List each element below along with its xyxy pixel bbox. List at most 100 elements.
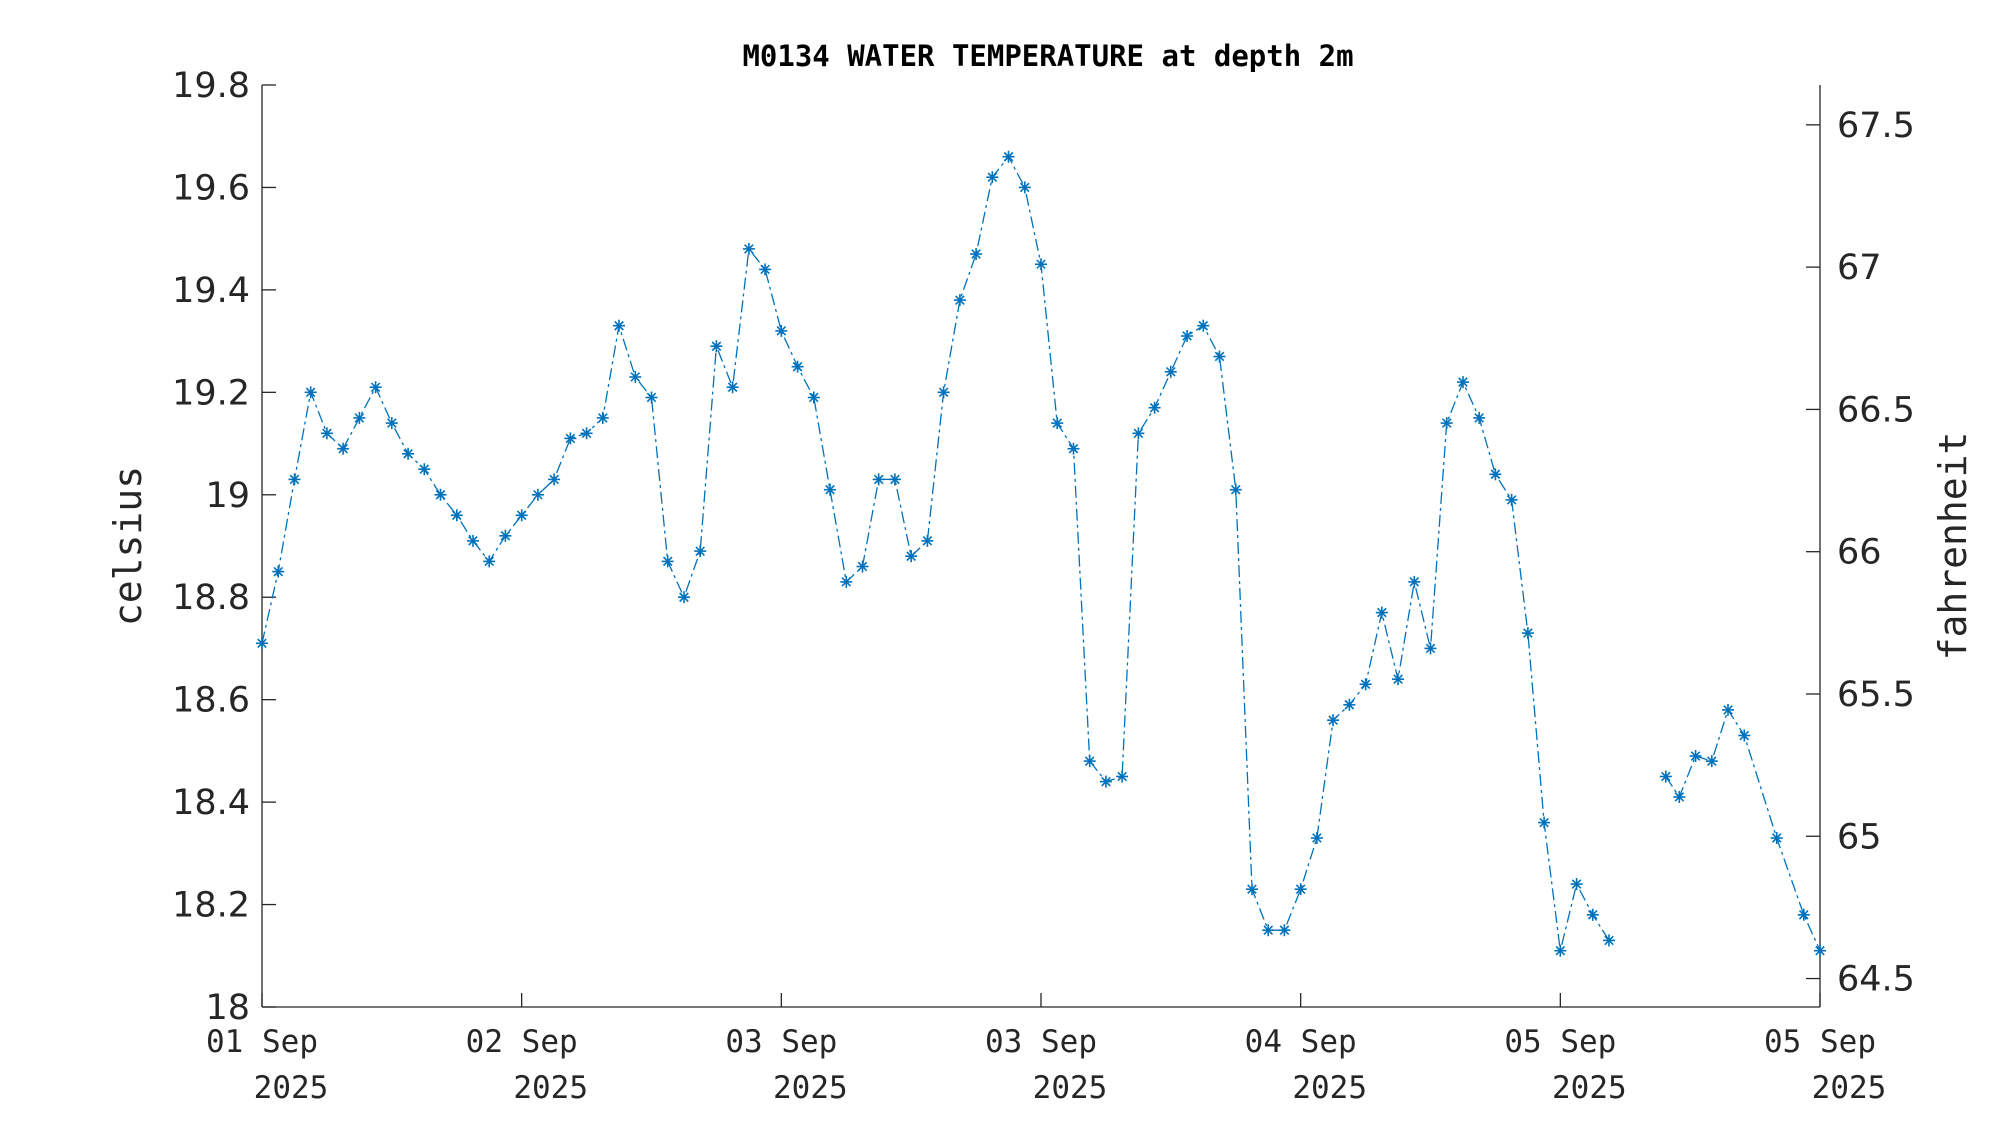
y2-tick-label-4: 66.5 [1837,390,1915,430]
y2-tick-label-1: 65 [1837,817,1882,857]
data-point [1181,330,1194,342]
y-tick-label-8: 19.6 [172,168,250,208]
y-tick-label-7: 19.4 [172,271,250,311]
data-point [1738,729,1751,742]
data-point [1099,775,1112,788]
x-tick-day-3: 03 Sep [985,1024,1097,1060]
data-point [1473,411,1486,424]
data-point [467,534,479,547]
data-point [1722,703,1734,716]
data-point [515,509,528,522]
data-point [775,324,788,337]
data-point [564,432,577,445]
y2-tick-label-3: 66 [1837,533,1882,573]
y2-axis-label: fahrenheit [1931,432,1975,661]
y2-tick-label-6: 67.5 [1837,106,1915,146]
data-point [1035,258,1047,271]
data-point [337,442,350,455]
data-point [483,555,496,568]
data-point [1408,575,1421,588]
data-point [1116,770,1129,783]
data-point [580,427,593,440]
data-point [499,529,512,542]
data-point [1392,673,1404,686]
x-tick-year-2: 2025 [773,1070,848,1106]
y2-tick-label-2: 65.5 [1837,675,1915,715]
data-point [1310,832,1323,844]
data-point [856,560,869,573]
x-tick-day-5: 05 Sep [1504,1024,1616,1060]
y-tick-label-3: 18.6 [172,681,250,721]
data-point [353,411,366,424]
data-point [531,488,544,501]
data-point [1278,924,1291,937]
series-line-segment-1 [1665,708,1821,951]
y-tick-label-4: 18.8 [172,578,250,618]
x-tick-year-1: 2025 [513,1070,588,1106]
x-tick-year-3: 2025 [1033,1070,1108,1106]
data-point [921,534,934,547]
data-point [1603,934,1615,947]
data-point [1229,483,1242,496]
y-tick-label-1: 18.2 [172,886,250,926]
y-tick-label-6: 19.2 [172,373,250,413]
data-point [1554,944,1567,957]
data-point [1051,417,1064,430]
data-point [434,488,447,501]
data-point [629,371,642,383]
data-point [418,463,431,476]
data-point [1570,878,1583,891]
data-point [1246,883,1258,896]
data-point [970,248,983,260]
data-point [1659,770,1672,783]
data-point [1148,401,1161,414]
data-point [1673,791,1686,803]
data-point [1197,319,1210,332]
data-point [1814,944,1826,957]
data-point [256,637,268,650]
data-point [888,473,901,486]
y2-tick-label-5: 67 [1837,248,1882,288]
y2-tick-label-0: 64.5 [1837,960,1915,1000]
x-tick-year-5: 2025 [1552,1070,1627,1106]
data-point [1018,181,1031,194]
data-point [1440,417,1453,430]
axis-ticks: 18 18.2 18.4 18.6 18.8 19 19.2 19.4 19.6 19.8 64.5… [172,66,1915,1106]
data-point [1327,714,1340,727]
data-point [1505,493,1518,506]
data-point [953,294,966,307]
x-tick-year-4: 2025 [1292,1070,1367,1106]
x-tick-day-4: 04 Sep [1245,1024,1357,1060]
x-tick-day-1: 02 Sep [466,1024,578,1060]
y-tick-label-9: 19.8 [172,66,250,106]
data-point [759,263,772,276]
data-point [1002,150,1015,163]
x-tick-day-6: 05 Sep [1764,1024,1876,1060]
y-tick-label-0: 18 [205,988,250,1028]
data-point [1213,350,1226,363]
data-point [678,591,690,604]
y-tick-label-2: 18.4 [172,783,250,823]
x-tick-day-2: 03 Sep [725,1024,837,1060]
data-point [694,545,707,558]
data-point [1457,376,1469,389]
y-axis-label: celsius [106,466,150,626]
data-point [1586,908,1599,921]
data-point [986,171,999,184]
data-point [385,417,398,430]
data-point [596,411,609,424]
data-point [807,391,820,404]
data-point [824,483,836,496]
data-point [791,360,804,373]
chart-title: M0134 WATER TEMPERATURE at depth 2m [742,39,1353,73]
data-point [1375,606,1388,619]
data-point [872,473,885,486]
data-point [1424,642,1437,655]
data-point [450,509,463,522]
data-point [1538,816,1551,829]
data-point [905,550,918,563]
data-point [661,555,674,568]
data-point [1132,427,1145,440]
data-point [1343,698,1356,711]
